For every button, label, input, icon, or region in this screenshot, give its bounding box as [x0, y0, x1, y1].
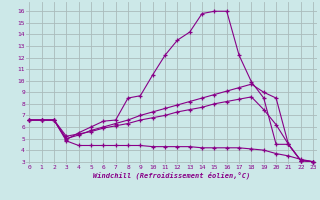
X-axis label: Windchill (Refroidissement éolien,°C): Windchill (Refroidissement éolien,°C)	[92, 171, 250, 179]
